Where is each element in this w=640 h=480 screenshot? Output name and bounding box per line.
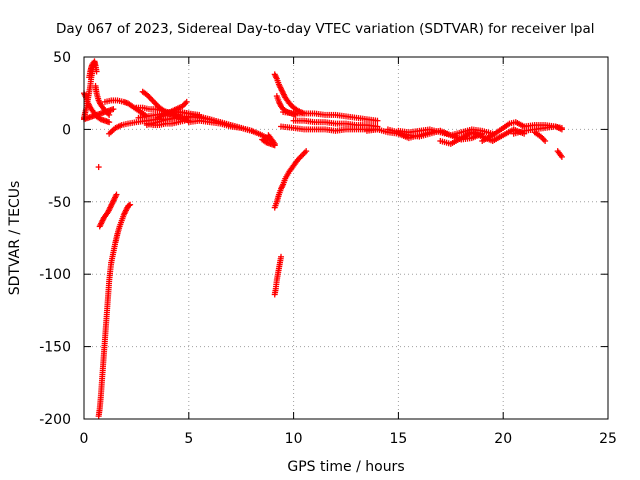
y-tick-label: -50: [48, 195, 71, 211]
data-point: [146, 94, 153, 101]
data-points: [81, 58, 565, 420]
data-point: [110, 106, 117, 113]
data-point: [298, 152, 305, 159]
data-point: [248, 127, 255, 134]
data-point: [149, 97, 156, 104]
data-point: [271, 140, 278, 147]
axis-ticks: 0 5 10 15 20 25 -200 -150 -100 -50 0 50: [39, 50, 617, 447]
data-point: [558, 153, 565, 160]
data-point: [183, 98, 190, 105]
y-tick-label: 50: [53, 50, 71, 66]
data-point: [93, 68, 100, 75]
data-point: [150, 98, 157, 105]
data-point: [238, 124, 245, 131]
x-tick-label: 0: [80, 431, 89, 447]
y-tick-label: -200: [39, 412, 71, 428]
data-point: [106, 119, 113, 126]
data-point: [273, 74, 280, 81]
data-point: [301, 149, 308, 156]
data-point: [540, 136, 547, 143]
data-point: [374, 117, 381, 124]
data-point: [153, 101, 160, 108]
data-point: [127, 201, 134, 208]
x-tick-label: 15: [389, 431, 407, 447]
data-point: [152, 100, 159, 107]
data-point: [126, 202, 133, 209]
data-point: [300, 151, 307, 158]
data-point: [303, 148, 310, 155]
data-point: [182, 100, 189, 107]
data-point: [148, 95, 155, 102]
y-tick-label: -100: [39, 267, 71, 283]
data-point: [297, 153, 304, 160]
data-point: [558, 126, 565, 133]
x-tick-label: 5: [184, 431, 193, 447]
data-point: [113, 191, 120, 198]
y-tick-label: 0: [62, 122, 71, 138]
y-tick-label: -150: [39, 340, 71, 356]
data-point: [542, 137, 549, 144]
x-tick-label: 20: [494, 431, 512, 447]
chart-title: Day 067 of 2023, Sidereal Day-to-day VTE…: [56, 21, 595, 37]
x-tick-label: 10: [285, 431, 303, 447]
x-tick-label: 25: [599, 431, 617, 447]
data-point: [489, 130, 496, 137]
data-point: [95, 164, 102, 171]
plot-frame: [83, 56, 609, 420]
data-point: [278, 253, 285, 260]
y-axis-label: SDTVAR / TECUs: [7, 181, 23, 296]
x-axis-label: GPS time / hours: [287, 459, 404, 475]
